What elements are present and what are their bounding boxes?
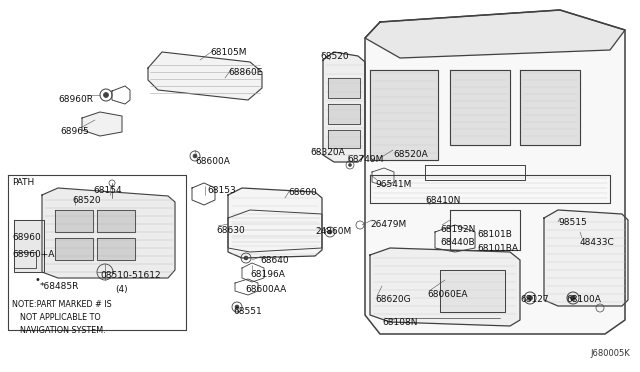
Text: 68520A: 68520A xyxy=(393,150,428,159)
Polygon shape xyxy=(14,220,44,272)
Text: 68192N: 68192N xyxy=(440,225,476,234)
Text: 68440B: 68440B xyxy=(440,238,475,247)
Text: 68749M: 68749M xyxy=(347,155,383,164)
Polygon shape xyxy=(328,78,360,98)
Text: NOT APPLICABLE TO: NOT APPLICABLE TO xyxy=(20,313,100,322)
Polygon shape xyxy=(328,104,360,124)
Text: 68630: 68630 xyxy=(216,226,244,235)
Polygon shape xyxy=(365,10,625,334)
Text: NAVIGATION SYSTEM.: NAVIGATION SYSTEM. xyxy=(20,326,106,335)
Text: 68520: 68520 xyxy=(72,196,100,205)
Text: 68600A: 68600A xyxy=(195,157,230,166)
Circle shape xyxy=(244,256,248,260)
Circle shape xyxy=(193,154,197,158)
Polygon shape xyxy=(450,70,510,145)
Text: 68960+A: 68960+A xyxy=(12,250,54,259)
Text: 68154: 68154 xyxy=(93,186,122,195)
Text: 24860M: 24860M xyxy=(315,227,351,236)
Text: NOTE:PART MARKED # IS: NOTE:PART MARKED # IS xyxy=(12,300,112,309)
Text: 26479M: 26479M xyxy=(370,220,406,229)
Polygon shape xyxy=(148,52,262,100)
Polygon shape xyxy=(55,210,93,232)
Polygon shape xyxy=(97,238,135,260)
Text: 68960: 68960 xyxy=(12,233,41,242)
Text: 68640: 68640 xyxy=(260,256,289,265)
Text: 68060EA: 68060EA xyxy=(427,290,467,299)
Polygon shape xyxy=(370,248,520,326)
Text: 68153: 68153 xyxy=(207,186,236,195)
Polygon shape xyxy=(323,52,365,162)
Text: *68485R: *68485R xyxy=(40,282,79,291)
Text: J680005K: J680005K xyxy=(590,349,630,358)
Text: 68600AA: 68600AA xyxy=(245,285,286,294)
Polygon shape xyxy=(440,270,505,312)
Circle shape xyxy=(527,295,532,301)
Text: PATH: PATH xyxy=(12,178,35,187)
Polygon shape xyxy=(55,238,93,260)
Text: 68620G: 68620G xyxy=(375,295,411,304)
Text: 68196A: 68196A xyxy=(250,270,285,279)
Text: 68320A: 68320A xyxy=(310,148,345,157)
Text: 68960R: 68960R xyxy=(58,95,93,104)
Text: 68127: 68127 xyxy=(520,295,548,304)
Polygon shape xyxy=(365,10,625,58)
Text: 96541M: 96541M xyxy=(375,180,412,189)
Text: 98515: 98515 xyxy=(558,218,587,227)
Text: 68551: 68551 xyxy=(233,307,262,316)
Polygon shape xyxy=(370,70,438,160)
Circle shape xyxy=(328,230,332,234)
Polygon shape xyxy=(520,70,580,145)
Circle shape xyxy=(235,305,239,309)
Circle shape xyxy=(349,164,351,167)
Polygon shape xyxy=(544,210,628,306)
Circle shape xyxy=(104,93,109,97)
Polygon shape xyxy=(328,130,360,148)
Text: 08510-51612: 08510-51612 xyxy=(100,271,161,280)
Text: 68600: 68600 xyxy=(288,188,317,197)
Polygon shape xyxy=(82,112,122,136)
Text: 48433C: 48433C xyxy=(580,238,615,247)
Text: 68100A: 68100A xyxy=(566,295,601,304)
Circle shape xyxy=(570,295,575,301)
Text: 68965: 68965 xyxy=(60,127,89,136)
Text: •: • xyxy=(34,275,40,285)
Text: 68105M: 68105M xyxy=(210,48,246,57)
Polygon shape xyxy=(228,188,322,258)
Text: (4): (4) xyxy=(115,285,127,294)
Text: 68101B: 68101B xyxy=(477,230,512,239)
Text: 68101BA: 68101BA xyxy=(477,244,518,253)
Text: 68860E: 68860E xyxy=(228,68,262,77)
Text: 68520: 68520 xyxy=(320,52,349,61)
Polygon shape xyxy=(97,210,135,232)
Text: 68108N: 68108N xyxy=(382,318,417,327)
Polygon shape xyxy=(42,188,175,278)
Text: 68410N: 68410N xyxy=(425,196,460,205)
